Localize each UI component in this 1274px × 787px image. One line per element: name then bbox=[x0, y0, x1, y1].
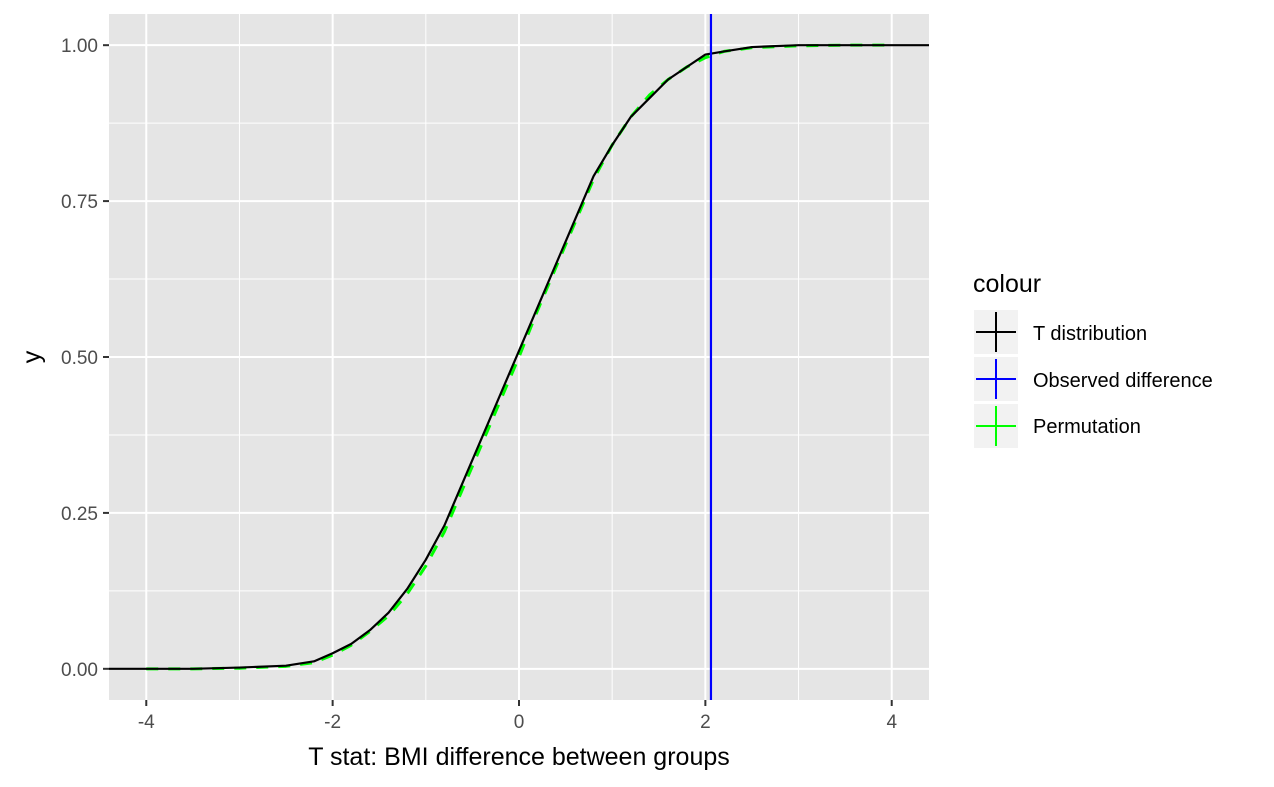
y-tick-label: 0.50 bbox=[61, 348, 98, 369]
legend-label-permutation: Permutation bbox=[1033, 416, 1141, 438]
x-tick-label: -4 bbox=[138, 712, 155, 733]
legend-label-observed-difference: Observed difference bbox=[1033, 370, 1213, 392]
x-tick-label: -2 bbox=[324, 712, 341, 733]
legend: colour T distribution Observed differenc… bbox=[973, 270, 1213, 448]
y-axis-title: y bbox=[18, 350, 46, 363]
x-tick-label: 2 bbox=[700, 712, 711, 733]
series-line-permutation bbox=[146, 43, 892, 671]
legend-item-observed-difference: Observed difference bbox=[974, 357, 1213, 401]
y-tick-label: 0.25 bbox=[61, 504, 98, 525]
major-grid bbox=[109, 14, 929, 700]
legend-item-permutation: Permutation bbox=[974, 404, 1141, 448]
y-tick-label: 1.00 bbox=[61, 36, 98, 57]
legend-title: colour bbox=[973, 270, 1041, 298]
legend-item-t-distribution: T distribution bbox=[974, 310, 1147, 354]
y-tick-label: 0.00 bbox=[61, 660, 98, 681]
axes: -4 -2 0 2 4 0.00 0.25 0.50 0.75 1.00 bbox=[61, 36, 897, 733]
y-tick-label: 0.75 bbox=[61, 192, 98, 213]
x-axis-title: T stat: BMI difference between groups bbox=[308, 743, 730, 771]
series-layer bbox=[109, 14, 929, 700]
legend-label-t-distribution: T distribution bbox=[1033, 323, 1147, 345]
x-tick-label: 0 bbox=[514, 712, 525, 733]
series-line-t-distribution bbox=[109, 44, 929, 670]
x-tick-label: 4 bbox=[886, 712, 897, 733]
